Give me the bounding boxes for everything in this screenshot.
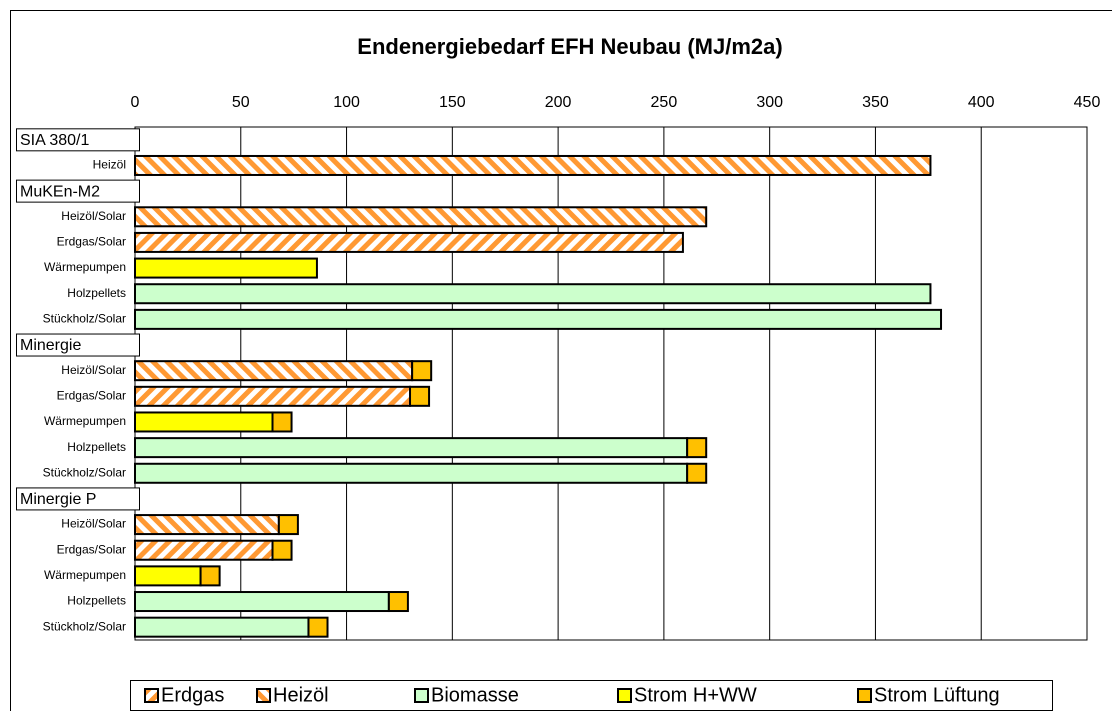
bar-segment — [134, 514, 280, 536]
bar-segment — [686, 462, 708, 484]
bar-segment — [134, 308, 943, 330]
bar-segment — [134, 411, 274, 433]
y-tick-label: Erdgas/Solar — [57, 235, 126, 249]
y-tick-label: Erdgas/Solar — [57, 388, 126, 402]
bar-segment — [134, 360, 414, 382]
bar-segment — [387, 591, 409, 613]
bar-segment — [271, 539, 293, 561]
bar-segment — [134, 565, 202, 587]
plot-area — [134, 126, 1088, 641]
legend-label: Strom H+WW — [634, 684, 757, 706]
x-tick-label: 0 — [131, 94, 140, 111]
y-tick-label: Wärmepumpen — [44, 414, 126, 428]
legend-label: Strom Lüftung — [874, 684, 1000, 706]
legend-box — [130, 680, 1053, 711]
x-tick-label: 350 — [862, 94, 889, 111]
bar-segment — [409, 385, 431, 407]
bar-segment — [134, 231, 684, 253]
legend-marker — [144, 688, 159, 703]
y-tick-label: Wärmepumpen — [44, 260, 126, 274]
y-tick-label: Holzpellets — [67, 594, 126, 608]
y-tick-label: Stückholz/Solar — [43, 312, 126, 326]
x-tick-label: 450 — [1074, 94, 1101, 111]
group-label-box — [16, 179, 140, 203]
x-tick-label: 400 — [968, 94, 995, 111]
legend-marker — [617, 688, 632, 703]
legend-marker — [857, 688, 872, 703]
bar-segment — [134, 462, 689, 484]
group-label: SIA 380/1 — [20, 132, 89, 149]
group-label-box — [16, 128, 140, 152]
bar-segment — [134, 616, 310, 638]
chart-title: Endenergiebedarf EFH Neubau (MJ/m2a) — [357, 34, 782, 59]
group-label: MuKEn-M2 — [20, 183, 100, 200]
bar-segment — [307, 616, 329, 638]
plot: 0 50 100 150 200 250 300 350 400 450 SIA 380/1 Heiz… — [16, 94, 1101, 641]
bar-segment — [686, 437, 708, 459]
y-tick-label: Wärmepumpen — [44, 568, 126, 582]
bar-segment — [134, 154, 932, 176]
group-label: Minergie — [20, 337, 81, 354]
y-tick-label: Erdgas/Solar — [57, 542, 126, 556]
x-tick-label: 100 — [333, 94, 360, 111]
bar-segment — [134, 385, 412, 407]
bar-segment — [134, 283, 932, 305]
bar-segment — [271, 411, 293, 433]
bar-segment — [134, 539, 274, 561]
bar-segment — [134, 206, 708, 228]
legend-label: Erdgas — [161, 684, 224, 706]
bar-segment — [277, 514, 299, 536]
legend-marker — [256, 688, 271, 703]
bar-segment — [411, 360, 433, 382]
legend-marker — [414, 688, 429, 703]
bar-segment — [134, 257, 318, 279]
group-label: Minergie P — [20, 491, 96, 508]
y-tick-label: Heizöl/Solar — [61, 517, 126, 531]
group-label-box — [16, 487, 140, 511]
x-tick-label: 50 — [232, 94, 250, 111]
legend-label: Heizöl — [273, 684, 329, 706]
bar-segment — [134, 437, 689, 459]
y-tick-label: Heizöl/Solar — [61, 363, 126, 377]
y-tick-label: Heizöl — [93, 158, 126, 172]
x-tick-label: 150 — [439, 94, 466, 111]
y-tick-label: Stückholz/Solar — [43, 619, 126, 633]
y-tick-label: Holzpellets — [67, 286, 126, 300]
bar-segment — [199, 565, 221, 587]
x-tick-label: 200 — [545, 94, 572, 111]
y-tick-label: Stückholz/Solar — [43, 465, 126, 479]
bar-segment — [134, 591, 390, 613]
y-tick-label: Holzpellets — [67, 440, 126, 454]
x-tick-label: 300 — [756, 94, 783, 111]
x-tick-label: 250 — [651, 94, 678, 111]
y-tick-label: Heizöl/Solar — [61, 209, 126, 223]
group-label-box — [16, 333, 140, 357]
legend-label: Biomasse — [431, 684, 519, 706]
